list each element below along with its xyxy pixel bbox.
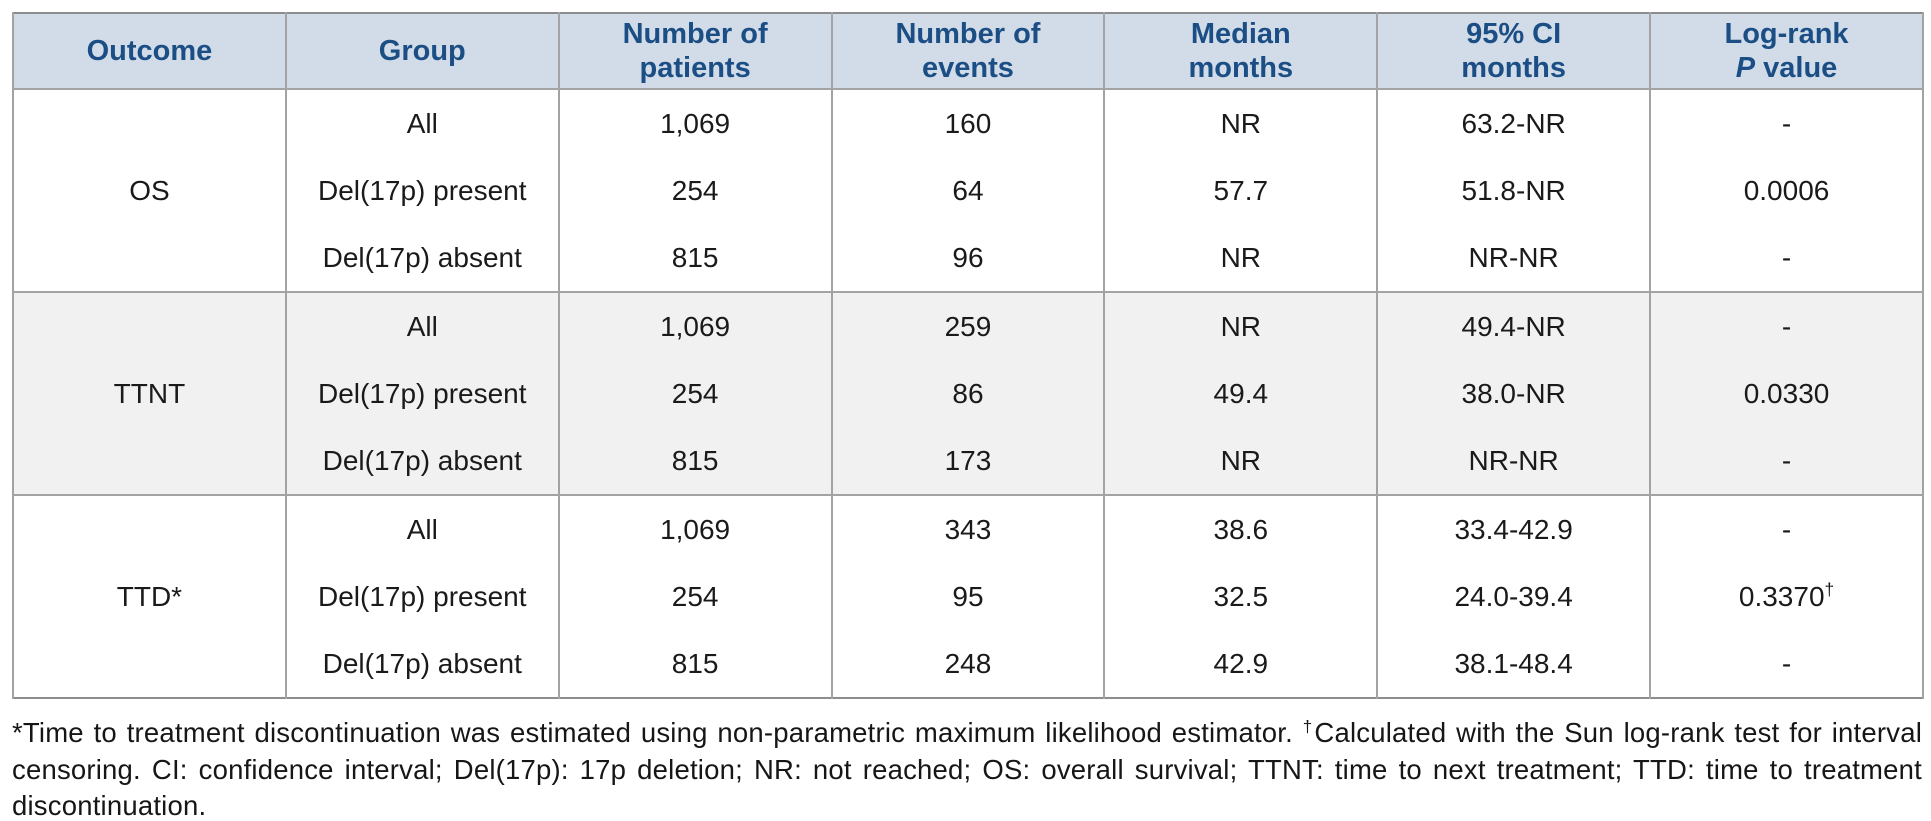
cell-group: All <box>284 292 560 360</box>
header-logrank-value-text: value <box>1755 52 1838 84</box>
cell-ci: 51.8-NR <box>1376 157 1652 224</box>
header-group: Group <box>284 13 560 90</box>
table-row: OS All 1,069 160 NR 63.2-NR - <box>12 89 1924 292</box>
cell-group: All <box>284 495 560 563</box>
cell-pvalue: - <box>1649 630 1924 698</box>
cell-ci: 38.0-NR <box>1376 360 1652 427</box>
cell-ci: NR-NR <box>1376 224 1652 292</box>
cell-ci: 24.0-39.4 <box>1376 563 1652 630</box>
cell-median: 57.7 <box>1103 157 1379 224</box>
cell-ci: 38.1-48.4 <box>1376 630 1652 698</box>
table-row: Del(17p) absent 815 173 NR NR-NR - <box>13 427 1924 495</box>
cell-pvalue: - <box>1649 224 1924 292</box>
header-logrank: Log-rank P value <box>1649 13 1924 90</box>
header-median: Median months <box>1103 13 1379 90</box>
header-events-line1: Number of <box>895 17 1041 50</box>
cell-median: NR <box>1103 89 1379 157</box>
header-row: Outcome Group Number of patients Number … <box>12 13 1924 90</box>
outcomes-table: Outcome Group Number of patients Number … <box>12 12 1924 699</box>
cell-events: 95 <box>830 563 1106 630</box>
header-logrank-line1: Log-rank <box>1724 17 1849 50</box>
cell-events: 86 <box>830 360 1106 427</box>
dagger-icon: † <box>1302 716 1315 736</box>
cell-ci: NR-NR <box>1376 427 1652 495</box>
header-median-line2: months <box>1188 52 1294 84</box>
table-row: Del(17p) absent 815 96 NR NR-NR - <box>13 224 1924 292</box>
cell-group: Del(17p) present <box>284 563 560 630</box>
cell-median: NR <box>1103 427 1379 495</box>
cell-group: Del(17p) absent <box>284 630 560 698</box>
header-events: Number of events <box>830 13 1106 90</box>
table-row: Del(17p) present 254 64 57.7 51.8-NR 0.0… <box>13 157 1924 224</box>
cell-patients: 1,069 <box>557 495 833 563</box>
cell-outcome: OS <box>12 89 287 292</box>
header-patients-line2: patients <box>639 52 751 84</box>
cell-patients: 815 <box>557 427 833 495</box>
table-row: TTD* All 1,069 343 38.6 33.4-42.9 - <box>12 495 1924 698</box>
table-row: Del(17p) present 254 86 49.4 38.0-NR 0.0… <box>13 360 1924 427</box>
header-events-line2: events <box>922 52 1014 84</box>
cell-pvalue: 0.0330 <box>1649 360 1924 427</box>
cell-pvalue: - <box>1649 427 1924 495</box>
cell-patients: 254 <box>557 563 833 630</box>
cell-ci: 63.2-NR <box>1376 89 1652 157</box>
table-header: Outcome Group Number of patients Number … <box>12 13 1924 90</box>
header-logrank-line2: P value <box>1655 51 1918 85</box>
cell-patients: 815 <box>557 630 833 698</box>
cell-group: Del(17p) present <box>284 360 560 427</box>
cell-events: 173 <box>830 427 1106 495</box>
cell-patients: 254 <box>557 157 833 224</box>
cell-group: Del(17p) present <box>284 157 560 224</box>
cell-median: 49.4 <box>1103 360 1379 427</box>
cell-outcome: TTNT <box>12 292 287 495</box>
cell-pvalue: 0.3370† <box>1649 563 1924 630</box>
dagger-icon: † <box>1824 579 1835 600</box>
header-patients: Number of patients <box>557 13 833 90</box>
cell-patients: 254 <box>557 360 833 427</box>
cell-pvalue: - <box>1649 495 1924 563</box>
header-ci: 95% CI months <box>1376 13 1652 90</box>
header-logrank-p-italic: P <box>1735 52 1756 84</box>
cell-pvalue: - <box>1649 89 1924 157</box>
cell-median: NR <box>1103 292 1379 360</box>
cell-events: 343 <box>830 495 1106 563</box>
cell-pvalue: - <box>1649 292 1924 360</box>
cell-events: 248 <box>830 630 1106 698</box>
header-ci-line1: 95% CI <box>1466 17 1562 50</box>
cell-median: 38.6 <box>1103 495 1379 563</box>
cell-group: Del(17p) absent <box>284 224 560 292</box>
table-footnote: *Time to treatment discontinuation was e… <box>12 715 1924 821</box>
table-row: Del(17p) absent 815 248 42.9 38.1-48.4 - <box>13 630 1924 698</box>
cell-outcome: TTD* <box>12 495 287 698</box>
cell-ci: 33.4-42.9 <box>1376 495 1652 563</box>
cell-events: 96 <box>830 224 1106 292</box>
header-median-line1: Median <box>1190 17 1291 50</box>
pvalue-text: 0.3370 <box>1738 580 1825 612</box>
cell-patients: 1,069 <box>557 292 833 360</box>
cell-group: Del(17p) absent <box>284 427 560 495</box>
cell-events: 259 <box>830 292 1106 360</box>
section-os: OS All 1,069 160 NR 63.2-NR - Del(17p) p… <box>12 89 1924 292</box>
cell-patients: 1,069 <box>557 89 833 157</box>
cell-events: 64 <box>830 157 1106 224</box>
header-ci-line2: months <box>1461 52 1566 84</box>
footnote-part1: *Time to treatment discontinuation was e… <box>12 717 1303 748</box>
table-row: Del(17p) present 254 95 32.5 24.0-39.4 0… <box>13 563 1924 630</box>
cell-group: All <box>284 89 560 157</box>
cell-median: NR <box>1103 224 1379 292</box>
cell-patients: 815 <box>557 224 833 292</box>
header-patients-line1: Number of <box>622 17 768 50</box>
cell-median: 42.9 <box>1103 630 1379 698</box>
cell-ci: 49.4-NR <box>1376 292 1652 360</box>
table-row: TTNT All 1,069 259 NR 49.4-NR - <box>12 292 1924 495</box>
header-outcome: Outcome <box>12 13 287 90</box>
section-ttnt: TTNT All 1,069 259 NR 49.4-NR - Del(17p)… <box>12 292 1924 495</box>
cell-pvalue: 0.0006 <box>1649 157 1924 224</box>
cell-median: 32.5 <box>1103 563 1379 630</box>
section-ttd: TTD* All 1,069 343 38.6 33.4-42.9 - Del(… <box>12 495 1924 698</box>
footnote-part2: Calculated with the Sun log-rank test fo… <box>12 717 1923 821</box>
cell-events: 160 <box>830 89 1106 157</box>
